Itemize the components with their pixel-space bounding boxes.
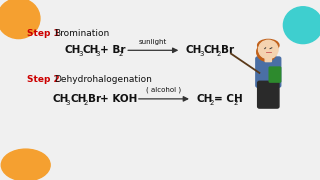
Text: CH: CH [204, 45, 220, 55]
FancyBboxPatch shape [258, 81, 279, 108]
Ellipse shape [258, 39, 279, 51]
Text: 3: 3 [78, 51, 83, 57]
FancyBboxPatch shape [265, 57, 271, 62]
Text: 2: 2 [210, 100, 214, 106]
FancyBboxPatch shape [256, 57, 281, 87]
Text: Br: Br [88, 94, 101, 104]
Text: 2: 2 [84, 100, 88, 106]
FancyBboxPatch shape [269, 67, 281, 82]
Text: Br: Br [221, 45, 234, 55]
Text: 2: 2 [234, 100, 238, 106]
Ellipse shape [257, 43, 276, 61]
Text: CH: CH [52, 94, 69, 104]
Circle shape [259, 40, 278, 59]
Text: 3: 3 [66, 100, 70, 106]
Text: sunlight: sunlight [139, 39, 167, 45]
Text: Step 2: Step 2 [28, 75, 60, 84]
Text: CH: CH [70, 94, 86, 104]
Text: + Br: + Br [100, 45, 126, 55]
Text: 2: 2 [217, 51, 221, 57]
Text: + KOH: + KOH [100, 94, 138, 104]
Text: 3: 3 [96, 51, 100, 57]
Ellipse shape [284, 7, 320, 44]
Ellipse shape [0, 0, 40, 39]
Text: Step 1: Step 1 [28, 28, 60, 37]
Text: ( alcohol ): ( alcohol ) [146, 87, 181, 93]
Text: CH: CH [186, 45, 202, 55]
Text: = CH: = CH [214, 94, 243, 104]
Text: CH: CH [83, 45, 99, 55]
Text: Bromination: Bromination [54, 28, 109, 37]
Text: Dehydrohalogenation: Dehydrohalogenation [54, 75, 152, 84]
Ellipse shape [1, 149, 50, 180]
Text: CH: CH [196, 94, 213, 104]
Text: CH: CH [65, 45, 81, 55]
Text: 2: 2 [118, 51, 123, 57]
Text: 3: 3 [199, 51, 204, 57]
